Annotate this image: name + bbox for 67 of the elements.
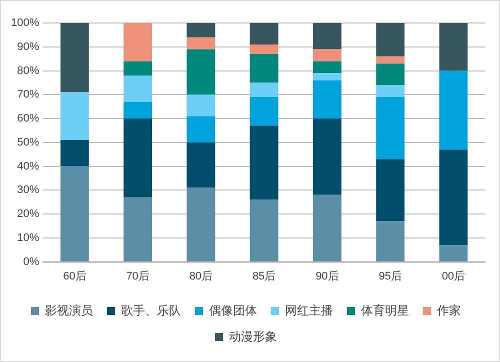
bar: [312, 194, 342, 262]
bar: [312, 49, 342, 62]
x-tick-label: 70后: [126, 269, 150, 282]
x-tick-label: 90后: [316, 269, 339, 282]
bar: [186, 188, 216, 262]
bar: [186, 116, 216, 142]
y-tick-label: 90%: [17, 40, 40, 53]
y-tick-label: 30%: [17, 184, 40, 196]
legend-label: 作家: [436, 303, 461, 318]
bar: [186, 37, 216, 50]
legend-label: 影视演员: [45, 303, 93, 318]
bar: [124, 76, 152, 102]
bar: [124, 118, 152, 198]
bar: [250, 200, 278, 262]
bar: [124, 23, 152, 62]
y-tick-label: 50%: [17, 136, 40, 148]
bar: [439, 150, 468, 246]
bar: [376, 56, 405, 64]
y-tick-label: 100%: [10, 17, 40, 30]
bar: [60, 166, 89, 262]
bar: [376, 23, 405, 56]
bar: [439, 70, 468, 150]
bar: [124, 197, 152, 262]
bar: [312, 61, 342, 74]
x-tick-label: 80后: [189, 269, 213, 282]
x-tick-label: 60后: [63, 269, 86, 282]
y-tick-label: 40%: [17, 160, 40, 172]
x-tick-label: 00后: [442, 269, 466, 282]
legend-label: 歌手、乐队: [121, 303, 181, 318]
y-tick-label: 20%: [17, 208, 40, 220]
bar: [312, 118, 342, 195]
bar: [60, 92, 89, 140]
bar: [250, 44, 278, 54]
bar: [60, 23, 89, 92]
bar: [376, 97, 405, 160]
bar: [124, 61, 152, 76]
bar: [376, 64, 405, 86]
bar: [60, 140, 89, 166]
legend-label: 偶像团体: [209, 303, 257, 318]
bar: [124, 102, 152, 119]
bar: [250, 82, 278, 98]
bar: [250, 23, 278, 44]
bar: [186, 23, 216, 38]
bar: [439, 245, 468, 262]
bar: [186, 94, 216, 116]
bar: [250, 54, 278, 83]
y-tick-label: 70%: [17, 88, 40, 101]
bar: [186, 142, 216, 188]
bar: [439, 23, 468, 71]
y-tick-label: 80%: [17, 64, 40, 77]
legend-label: 动漫形象: [229, 329, 277, 344]
bar: [376, 221, 405, 262]
bar: [376, 159, 405, 222]
legend-label: 网红主播: [285, 303, 333, 318]
legend-label: 体育明星: [361, 303, 409, 318]
bar: [250, 126, 278, 200]
bar: [250, 97, 278, 126]
bar: [312, 80, 342, 119]
y-tick-label: 60%: [17, 112, 40, 125]
y-tick-label: 0%: [23, 256, 40, 268]
x-tick-label: 95后: [378, 269, 402, 282]
bar: [312, 23, 342, 50]
bar: [376, 85, 405, 98]
y-tick-label: 10%: [17, 232, 40, 244]
bar: [186, 49, 216, 95]
bar: [312, 73, 342, 80]
x-tick-label: 85后: [252, 269, 276, 282]
